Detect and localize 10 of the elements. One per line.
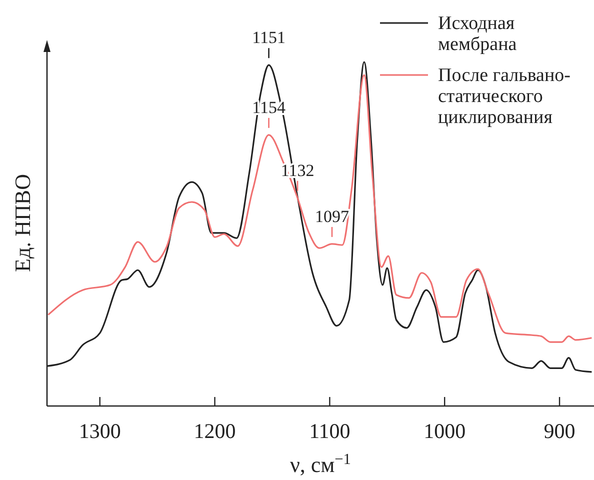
annotation: 1151 bbox=[252, 28, 286, 48]
x-tick-label: 1300 bbox=[78, 419, 121, 443]
legend-label: После гальвано-статического циклирования bbox=[438, 65, 570, 128]
y-axis-title: Ед. НПВО bbox=[10, 174, 35, 272]
legend-label: Исходная мембрана bbox=[438, 13, 518, 55]
x-axis-title: ν, см$^{−1}$ bbox=[290, 450, 352, 477]
x-tick-label: 1200 bbox=[194, 419, 236, 443]
x-tick-label: 900 bbox=[544, 419, 576, 443]
x-tick-label: 1100 bbox=[309, 419, 350, 443]
x-tick-label: 1000 bbox=[424, 419, 466, 443]
